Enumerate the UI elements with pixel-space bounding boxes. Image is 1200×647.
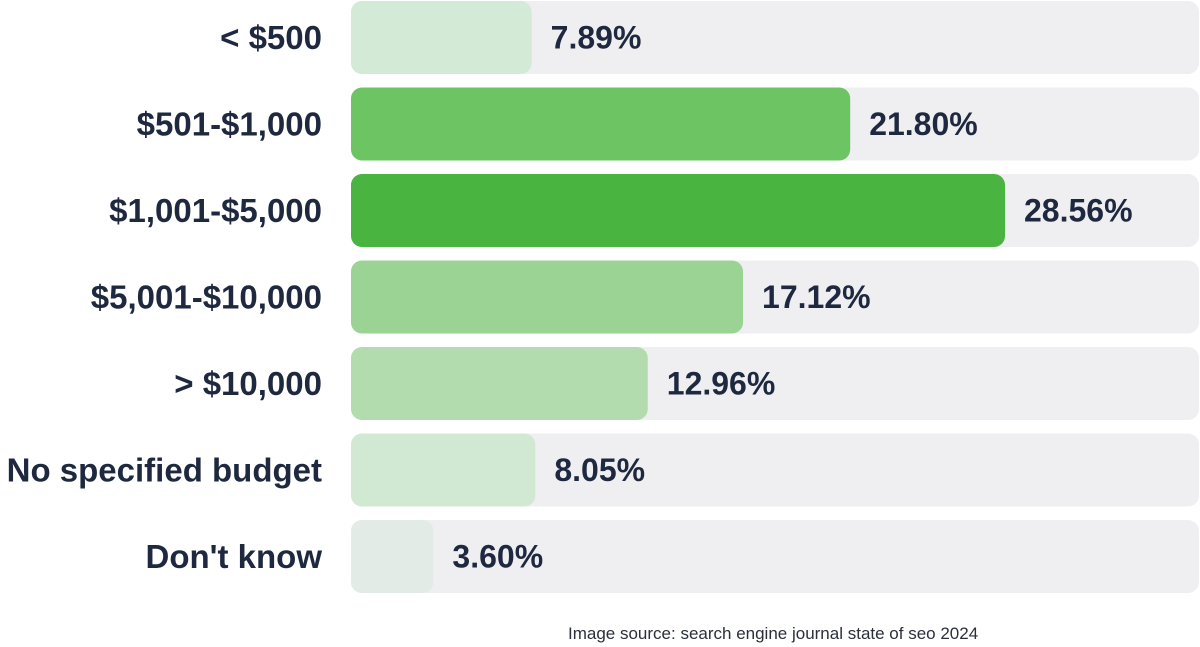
category-label: > $10,000	[174, 365, 322, 402]
bar	[351, 87, 851, 161]
value-label: 21.80%	[869, 106, 978, 142]
value-label: 7.89%	[551, 20, 642, 56]
bar-track	[351, 520, 1199, 593]
bar	[351, 174, 1005, 247]
category-label: $501-$1,000	[137, 106, 322, 143]
value-label: 3.60%	[452, 539, 543, 575]
category-label: No specified budget	[7, 452, 322, 489]
bar	[351, 347, 648, 420]
value-label: 12.96%	[667, 366, 776, 402]
bar-track	[351, 433, 1199, 507]
category-label: $1,001-$5,000	[109, 192, 322, 229]
value-label: 28.56%	[1024, 193, 1133, 229]
category-label: < $500	[220, 19, 322, 56]
category-label: $5,001-$10,000	[91, 279, 322, 316]
value-label: 17.12%	[762, 279, 871, 315]
bar	[351, 520, 434, 593]
category-label: Don't know	[146, 538, 323, 575]
bar	[351, 260, 744, 334]
value-label: 8.05%	[554, 452, 645, 488]
bar	[351, 433, 536, 507]
bar-track	[351, 1, 1199, 74]
bar-chart: < $500 7.89% $501-$1,000 21.80% $1,001-$5,00…	[7, 1, 1199, 593]
image-source-caption: Image source: search engine journal stat…	[568, 624, 979, 643]
bar	[351, 1, 532, 74]
